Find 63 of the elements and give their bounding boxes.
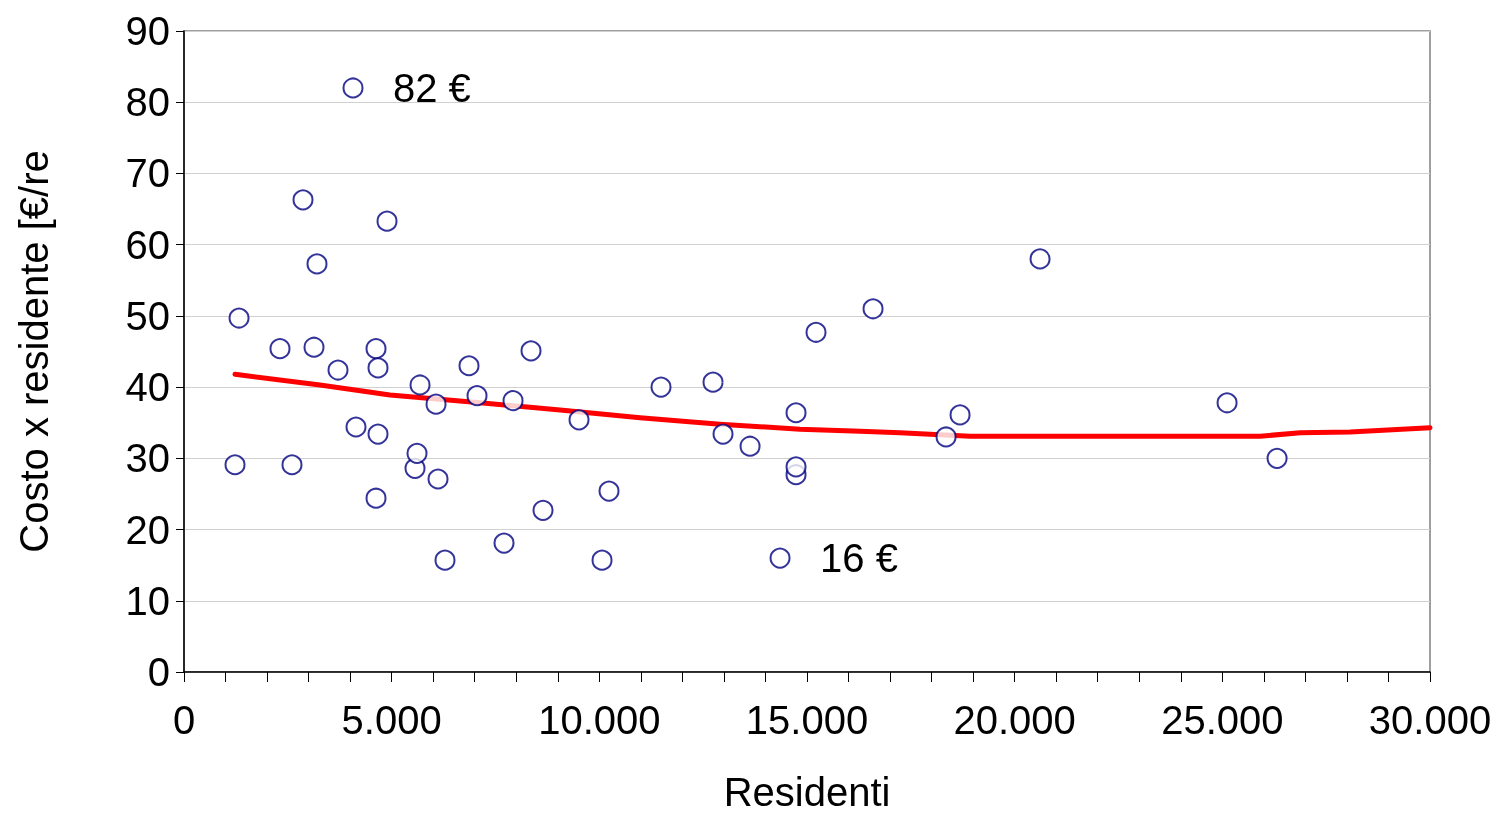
point bbox=[949, 404, 971, 426]
y-tick-label: 80 bbox=[125, 80, 170, 125]
y-tick-label: 30 bbox=[125, 436, 170, 481]
point bbox=[702, 371, 724, 393]
x-tick-label: 20.000 bbox=[953, 698, 1076, 742]
x-axis-title: Residenti bbox=[723, 770, 891, 814]
point bbox=[769, 547, 791, 569]
point bbox=[376, 210, 398, 232]
point bbox=[805, 321, 827, 343]
y-tick-label: 90 bbox=[125, 9, 170, 53]
point bbox=[532, 499, 554, 521]
point bbox=[281, 454, 303, 476]
y-tick-label: 10 bbox=[125, 578, 170, 623]
point bbox=[466, 385, 488, 407]
point bbox=[306, 253, 328, 275]
y-tick-label: 50 bbox=[125, 293, 170, 338]
point bbox=[406, 442, 428, 464]
y-tick-label: 40 bbox=[125, 365, 170, 410]
point bbox=[785, 456, 807, 478]
x-tick-label: 30.000 bbox=[1368, 698, 1492, 742]
point bbox=[427, 468, 449, 490]
point bbox=[365, 487, 387, 509]
point bbox=[712, 423, 734, 445]
point bbox=[862, 298, 884, 320]
point bbox=[785, 402, 807, 424]
y-tick-label: 60 bbox=[125, 222, 170, 267]
point bbox=[327, 359, 349, 381]
point bbox=[568, 409, 590, 431]
point bbox=[345, 416, 367, 438]
point bbox=[502, 390, 524, 412]
annotation: 82 € bbox=[393, 65, 471, 110]
point bbox=[224, 454, 246, 476]
point bbox=[292, 189, 314, 211]
annotation: 16 € bbox=[820, 536, 898, 581]
x-tick-label: 10.000 bbox=[538, 698, 661, 742]
point bbox=[739, 435, 761, 457]
y-axis-title: Costo x residente [€/re bbox=[12, 150, 56, 553]
y-tick-label: 70 bbox=[125, 151, 170, 196]
point bbox=[458, 355, 480, 377]
point bbox=[935, 426, 957, 448]
point bbox=[598, 480, 620, 502]
point bbox=[367, 357, 389, 379]
point bbox=[1266, 447, 1288, 469]
x-tick-label: 5.000 bbox=[341, 698, 442, 742]
point bbox=[228, 307, 250, 329]
point bbox=[1216, 392, 1238, 414]
point bbox=[303, 336, 325, 358]
point bbox=[591, 549, 613, 571]
point bbox=[493, 532, 515, 554]
point bbox=[367, 423, 389, 445]
x-tick-label: 15.000 bbox=[745, 698, 869, 742]
point bbox=[1029, 248, 1051, 270]
point bbox=[650, 376, 672, 398]
y-tick-label: 20 bbox=[125, 507, 170, 552]
point bbox=[269, 338, 291, 360]
point bbox=[409, 374, 431, 396]
point bbox=[425, 393, 447, 415]
y-tick-label: 0 bbox=[147, 650, 170, 694]
point bbox=[520, 340, 542, 362]
point bbox=[342, 77, 364, 99]
point bbox=[434, 549, 456, 571]
x-tick-label: 25.000 bbox=[1161, 698, 1284, 742]
point bbox=[365, 338, 387, 360]
